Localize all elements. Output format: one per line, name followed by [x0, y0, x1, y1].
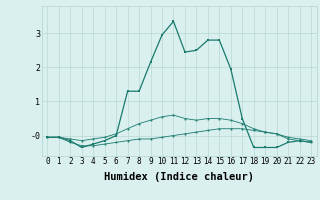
X-axis label: Humidex (Indice chaleur): Humidex (Indice chaleur) [104, 172, 254, 182]
